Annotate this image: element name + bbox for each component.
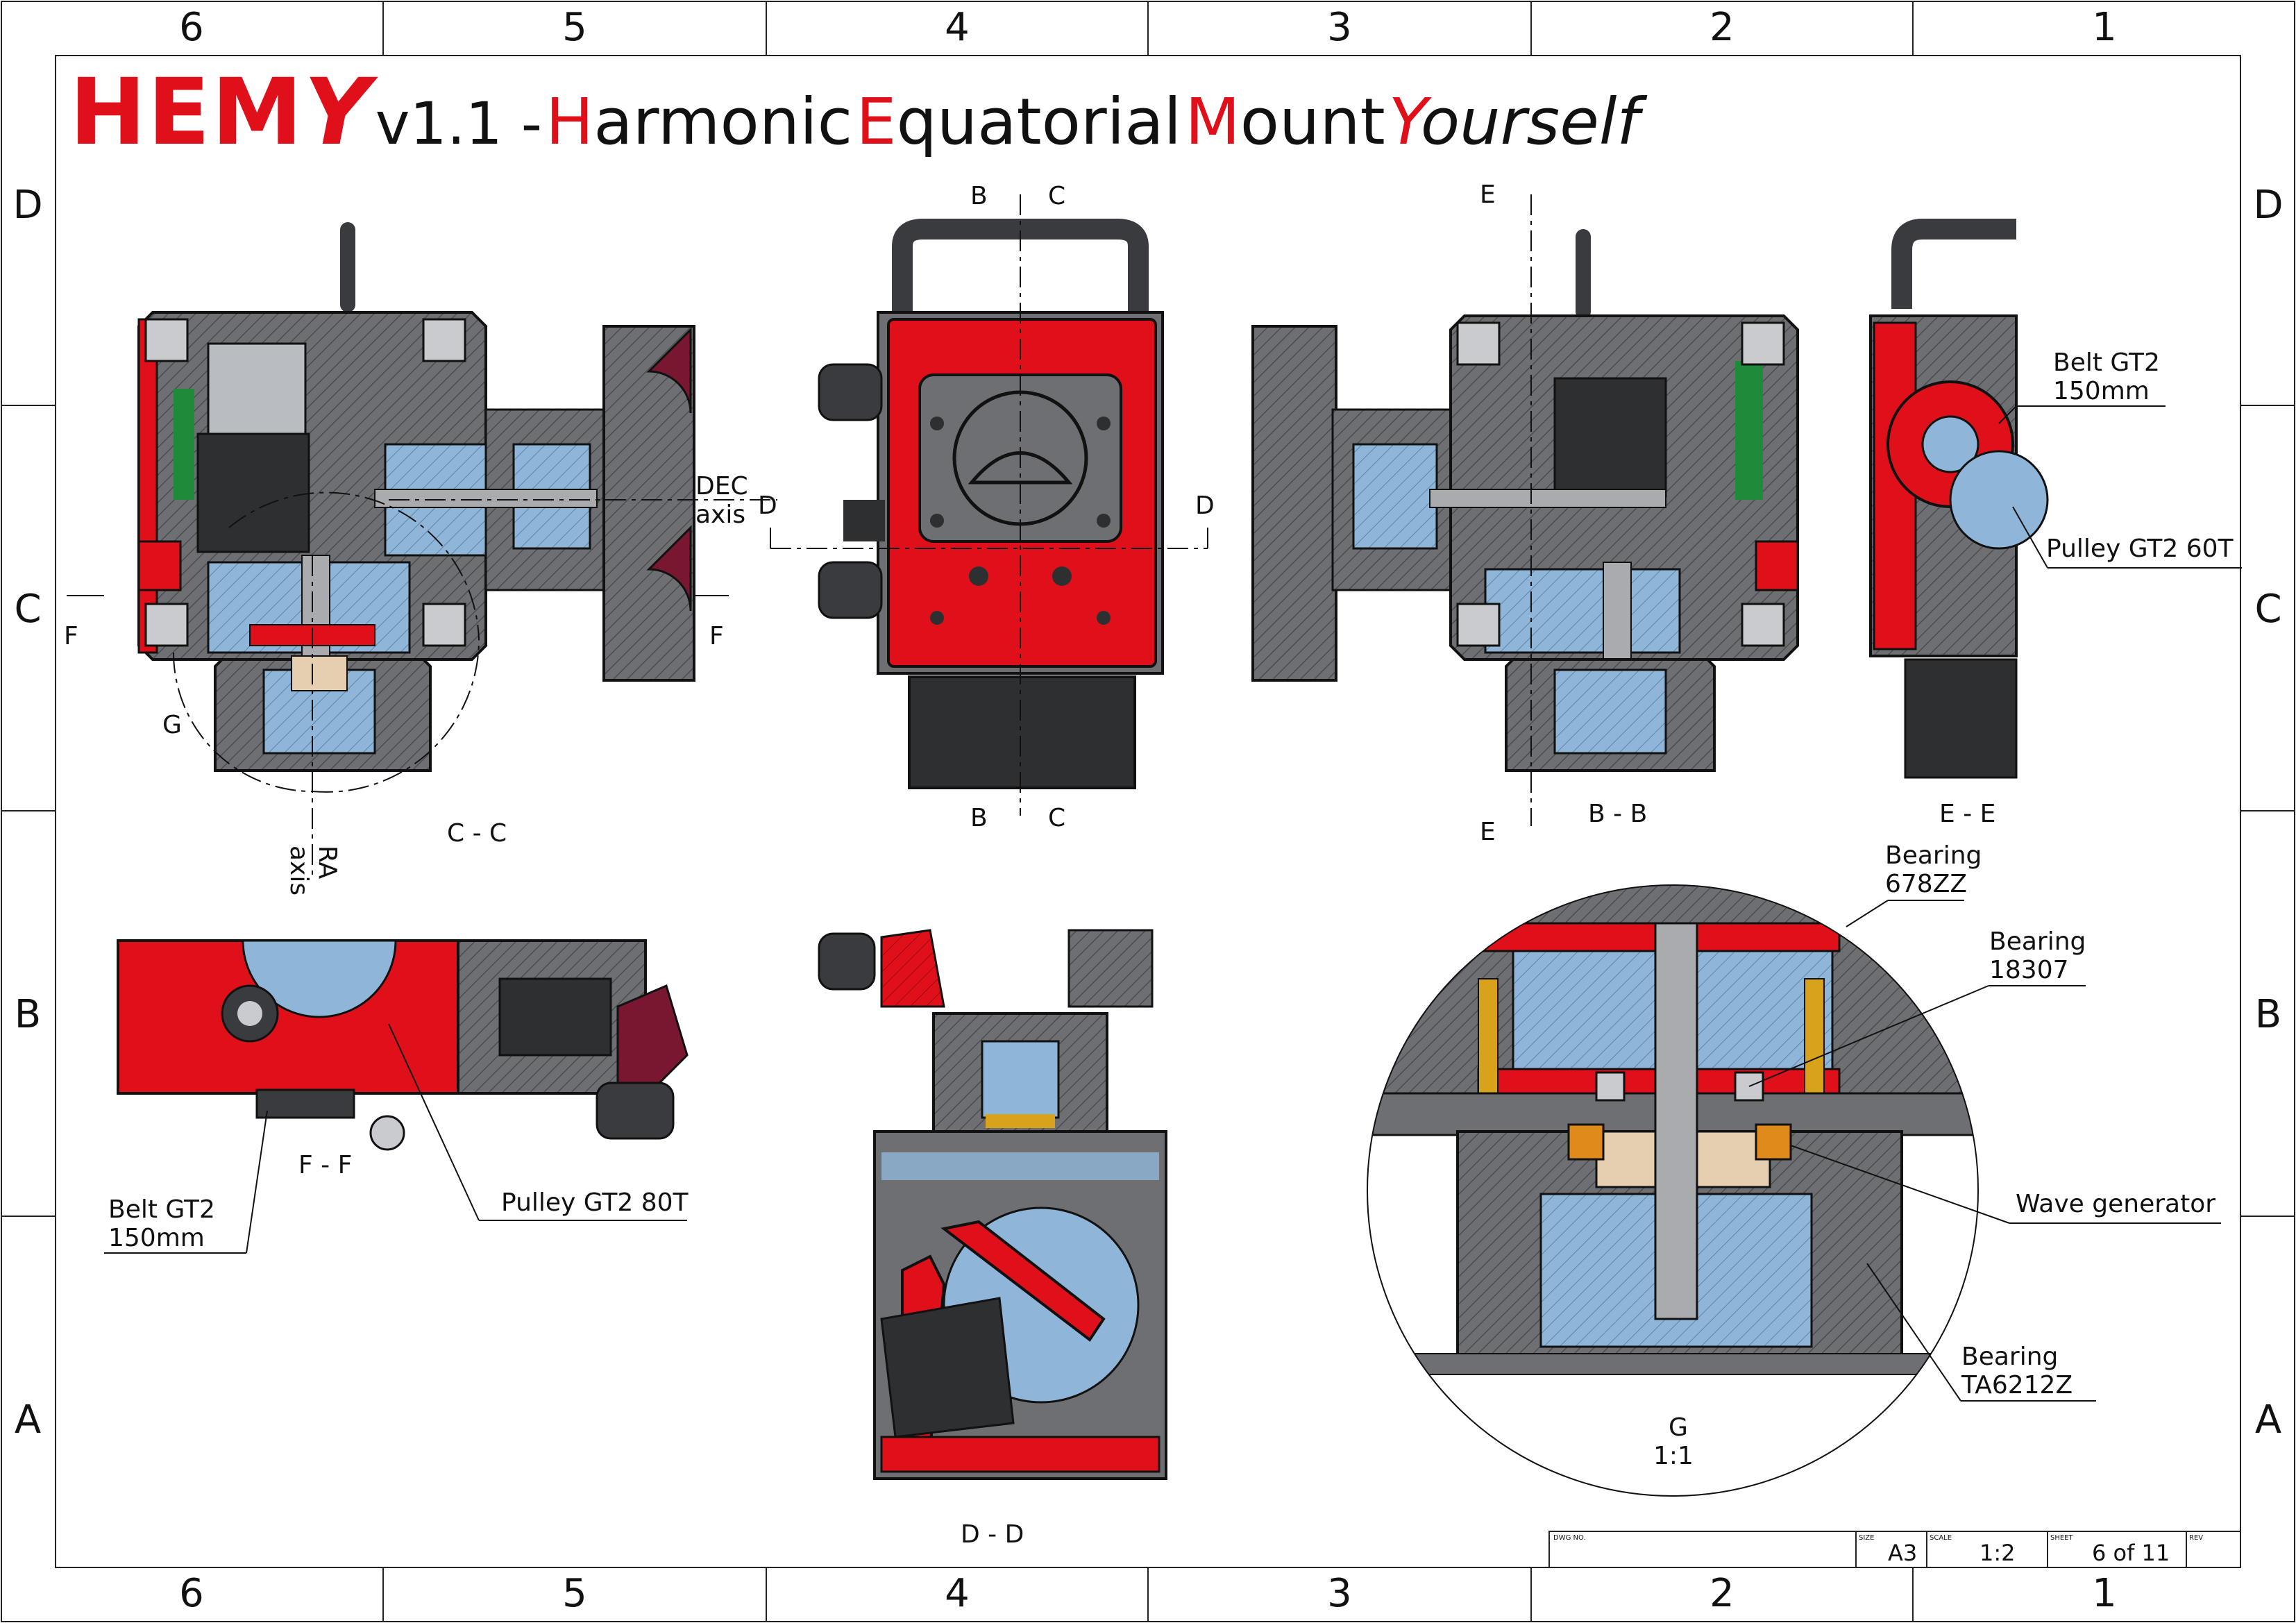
zone-col-top-6: 6 [179,5,204,50]
mark-f-left: F [64,622,78,650]
mark-c-top: C [1048,182,1066,210]
detail-g-drawing [1367,884,1979,1497]
title-version: v1.1 - [375,90,542,158]
title-block-sheet-label: SHEET [2050,1534,2073,1542]
title-word-yourself: Yourself [1388,85,1639,159]
mark-b-bottom: B [970,804,988,832]
view-cc-label: C - C [447,819,507,848]
view-ee-drawing [1869,219,2049,779]
dec-axis-label: DEC axis [695,472,748,530]
title-block-size-label: SIZE [1859,1534,1875,1542]
mark-d-left: D [758,491,777,520]
mark-c-bottom: C [1048,804,1066,832]
callout-belt-ee: Belt GT2 150mm [2053,348,2160,406]
mark-b-top: B [970,182,988,210]
callout-bearing-678zz: Bearing 678ZZ [1885,841,1982,899]
callout-belt-ff: Belt GT2 150mm [108,1195,215,1253]
view-bb-drawing [1251,194,1799,826]
zone-row-left-d: D [12,183,43,228]
mark-f-right: F [709,622,724,650]
zone-row-left-a: A [14,1397,42,1443]
mark-e-top: E [1480,180,1496,209]
title-block-frame [1548,1531,2241,1568]
title-block-dwg-label: DWG NO. [1553,1534,1586,1542]
mark-e-bottom: E [1480,818,1496,846]
mark-d-right: D [1195,491,1215,520]
zone-col-top-4: 4 [945,5,970,50]
zone-row-left-c: C [14,587,42,632]
zone-col-top-2: 2 [1710,5,1734,50]
title-hemy: HEMY [69,59,372,166]
title-block-sheet: 6 of 11 [2092,1540,2170,1566]
zone-row-left-b: B [14,992,42,1037]
mark-g: G [162,711,182,739]
zone-row-right-d: D [2253,183,2284,228]
view-dd-drawing [818,929,1167,1480]
callout-pulley-80t: Pulley GT2 80T [501,1188,689,1217]
callout-bearing-18307: Bearing 18307 [1989,927,2086,985]
title-block-rev-label: REV [2189,1534,2204,1542]
zone-col-bottom-4: 4 [945,1571,970,1616]
zone-col-top-1: 1 [2092,5,2117,50]
zone-col-bottom-6: 6 [179,1571,204,1616]
zone-col-top-3: 3 [1327,5,1352,50]
zone-row-right-a: A [2254,1397,2282,1443]
view-ff-label: F - F [298,1151,353,1179]
title-block-size: A3 [1888,1540,1918,1566]
zone-row-right-c: C [2254,587,2282,632]
callout-wave-generator: Wave generator [2016,1190,2216,1218]
zone-col-bottom-5: 5 [562,1571,587,1616]
view-ee-label: E - E [1939,800,1996,828]
zone-col-top-5: 5 [562,5,587,50]
view-g-label: G 1:1 [1653,1413,1694,1471]
front-view-drawing [770,194,1208,816]
zone-col-bottom-1: 1 [2092,1571,2117,1616]
view-cc-drawing [67,222,777,875]
view-dd-label: D - D [961,1520,1024,1549]
zone-col-bottom-3: 3 [1327,1571,1352,1616]
view-ff-drawing [117,939,689,1151]
view-bb-label: B - B [1588,800,1648,828]
callout-bearing-ta6212z: Bearing TA6212Z [1961,1343,2073,1400]
zone-row-right-b: B [2254,992,2282,1037]
title-block-scale-label: SCALE [1930,1534,1952,1542]
callout-pulley-60t: Pulley GT2 60T [2046,535,2234,563]
zone-col-bottom-2: 2 [1710,1571,1734,1616]
title-word-harmonic: Harmonic [546,85,853,159]
ra-axis-label: RA axis [284,846,341,896]
sheet-title: HEMY v1.1 - Harmonic Equatorial Mount Yo… [69,67,1639,158]
title-word-mount: Mount [1185,85,1385,159]
title-block-scale: 1:2 [1980,1540,2016,1566]
title-word-equatorial: Equatorial [856,85,1182,159]
